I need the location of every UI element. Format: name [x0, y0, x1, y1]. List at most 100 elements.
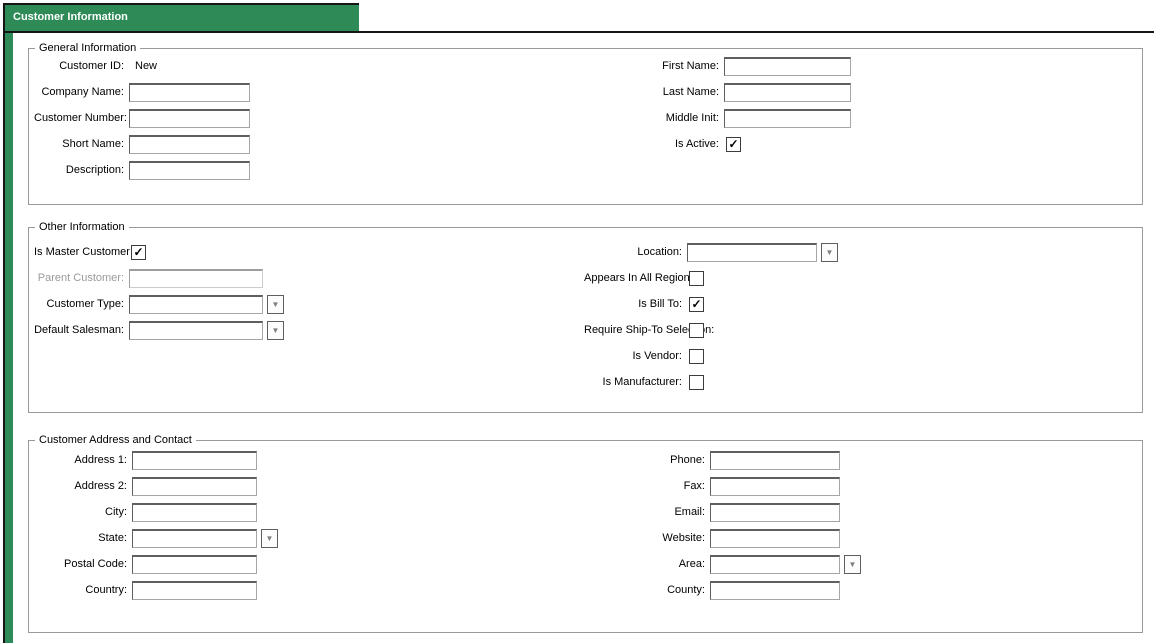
- field-address-2: Address 2:: [34, 476, 584, 496]
- field-appears-in-all-regions: Appears In All Regions:: [584, 268, 1136, 288]
- is-manufacturer-checkbox[interactable]: [689, 374, 704, 390]
- company-name-label: Company Name:: [41, 86, 124, 98]
- location-select[interactable]: [687, 242, 817, 262]
- is-bill-to-checkbox[interactable]: ✓: [689, 296, 704, 312]
- field-fax: Fax:: [584, 476, 1136, 496]
- chevron-down-icon: ▼: [271, 299, 280, 309]
- chevron-down-icon: ▼: [825, 247, 834, 257]
- field-customer-id: Customer ID: New: [34, 56, 584, 76]
- phone-label: Phone:: [670, 454, 705, 466]
- field-short-name: Short Name:: [34, 134, 584, 154]
- field-customer-type: Customer Type: ▼: [34, 294, 584, 314]
- area-label: Area:: [678, 558, 705, 570]
- chevron-down-icon: ▼: [265, 533, 274, 543]
- group-customer-address-and-contact-title: Customer Address and Contact: [39, 434, 192, 446]
- field-first-name: First Name:: [584, 56, 1136, 76]
- chevron-down-icon: ▼: [848, 559, 857, 569]
- field-is-master-customer: Is Master Customer: ✓: [34, 242, 584, 262]
- email-input[interactable]: [710, 502, 840, 522]
- default-salesman-label: Default Salesman:: [34, 324, 124, 336]
- last-name-input[interactable]: [724, 82, 851, 102]
- address-1-input[interactable]: [132, 450, 257, 470]
- appears-in-all-regions-checkbox[interactable]: [689, 270, 704, 286]
- group-other-information-title: Other Information: [39, 221, 125, 233]
- short-name-label: Short Name:: [62, 138, 124, 150]
- field-is-bill-to: Is Bill To: ✓: [584, 294, 1136, 314]
- city-label: City:: [105, 506, 127, 518]
- field-city: City:: [34, 502, 584, 522]
- field-email: Email:: [584, 502, 1136, 522]
- field-middle-init: Middle Init:: [584, 108, 1136, 128]
- is-master-customer-checkbox[interactable]: ✓: [131, 244, 146, 260]
- tab-customer-information[interactable]: Customer Information: [5, 3, 359, 31]
- is-manufacturer-label: Is Manufacturer:: [602, 376, 682, 388]
- field-last-name: Last Name:: [584, 82, 1136, 102]
- state-select[interactable]: [132, 528, 257, 548]
- field-is-active: Is Active: ✓: [584, 134, 1136, 154]
- field-customer-number: Customer Number:: [34, 108, 584, 128]
- address-1-label: Address 1:: [74, 454, 127, 466]
- is-bill-to-label: Is Bill To:: [638, 298, 682, 310]
- customer-id-value: New: [135, 60, 158, 72]
- address-2-input[interactable]: [132, 476, 257, 496]
- field-company-name: Company Name:: [34, 82, 584, 102]
- middle-init-label: Middle Init:: [665, 112, 719, 124]
- field-is-manufacturer: Is Manufacturer:: [584, 372, 1136, 392]
- postal-code-input[interactable]: [132, 554, 257, 574]
- customer-number-input[interactable]: [129, 108, 250, 128]
- area-dropdown-button[interactable]: ▼: [844, 554, 861, 574]
- phone-input[interactable]: [710, 450, 840, 470]
- group-customer-address-and-contact: Customer Address and Contact Address 1: …: [28, 434, 1143, 633]
- field-website: Website:: [584, 528, 1136, 548]
- field-require-ship-to-selection: Require Ship-To Selection:: [584, 320, 1136, 340]
- first-name-label: First Name:: [662, 60, 719, 72]
- county-input[interactable]: [710, 580, 840, 600]
- first-name-input[interactable]: [724, 56, 851, 76]
- middle-init-input[interactable]: [724, 108, 851, 128]
- chevron-down-icon: ▼: [271, 325, 280, 335]
- description-input[interactable]: [129, 160, 250, 180]
- field-address-1: Address 1:: [34, 450, 584, 470]
- left-accent-strip: [5, 33, 13, 643]
- email-label: Email:: [674, 506, 705, 518]
- short-name-input[interactable]: [129, 134, 250, 154]
- is-active-checkbox[interactable]: ✓: [726, 136, 741, 152]
- field-default-salesman: Default Salesman: ▼: [34, 320, 584, 340]
- location-dropdown-button[interactable]: ▼: [821, 242, 838, 262]
- location-label: Location:: [637, 246, 682, 258]
- county-label: County:: [667, 584, 705, 596]
- description-label: Description:: [65, 164, 124, 176]
- field-state: State: ▼: [34, 528, 584, 548]
- appears-in-all-regions-label: Appears In All Regions:: [584, 272, 699, 284]
- company-name-input[interactable]: [129, 82, 250, 102]
- is-vendor-label: Is Vendor:: [632, 350, 682, 362]
- customer-number-label: Customer Number:: [34, 112, 127, 124]
- require-ship-to-selection-checkbox[interactable]: [689, 322, 704, 338]
- require-ship-to-selection-label: Require Ship-To Selection:: [584, 324, 715, 336]
- field-postal-code: Postal Code:: [34, 554, 584, 574]
- customer-type-dropdown-button[interactable]: ▼: [267, 294, 284, 314]
- website-label: Website:: [662, 532, 705, 544]
- postal-code-label: Postal Code:: [64, 558, 127, 570]
- field-location: Location: ▼: [584, 242, 1136, 262]
- field-county: County:: [584, 580, 1136, 600]
- last-name-label: Last Name:: [662, 86, 719, 98]
- group-general-information: General Information Customer ID: New Com…: [28, 42, 1143, 205]
- field-country: Country:: [34, 580, 584, 600]
- is-vendor-checkbox[interactable]: [689, 348, 704, 364]
- tab-separator-line: [3, 31, 1154, 33]
- city-input[interactable]: [132, 502, 257, 522]
- website-input[interactable]: [710, 528, 840, 548]
- default-salesman-select[interactable]: [129, 320, 263, 340]
- customer-type-select[interactable]: [129, 294, 263, 314]
- state-dropdown-button[interactable]: ▼: [261, 528, 278, 548]
- area-select[interactable]: [710, 554, 840, 574]
- default-salesman-dropdown-button[interactable]: ▼: [267, 320, 284, 340]
- country-input[interactable]: [132, 580, 257, 600]
- is-master-customer-label: Is Master Customer:: [34, 246, 134, 258]
- group-other-information: Other Information Is Master Customer: ✓ …: [28, 221, 1143, 413]
- fax-label: Fax:: [683, 480, 705, 492]
- is-active-label: Is Active:: [674, 138, 719, 150]
- fax-input[interactable]: [710, 476, 840, 496]
- window-left-border: [3, 3, 5, 643]
